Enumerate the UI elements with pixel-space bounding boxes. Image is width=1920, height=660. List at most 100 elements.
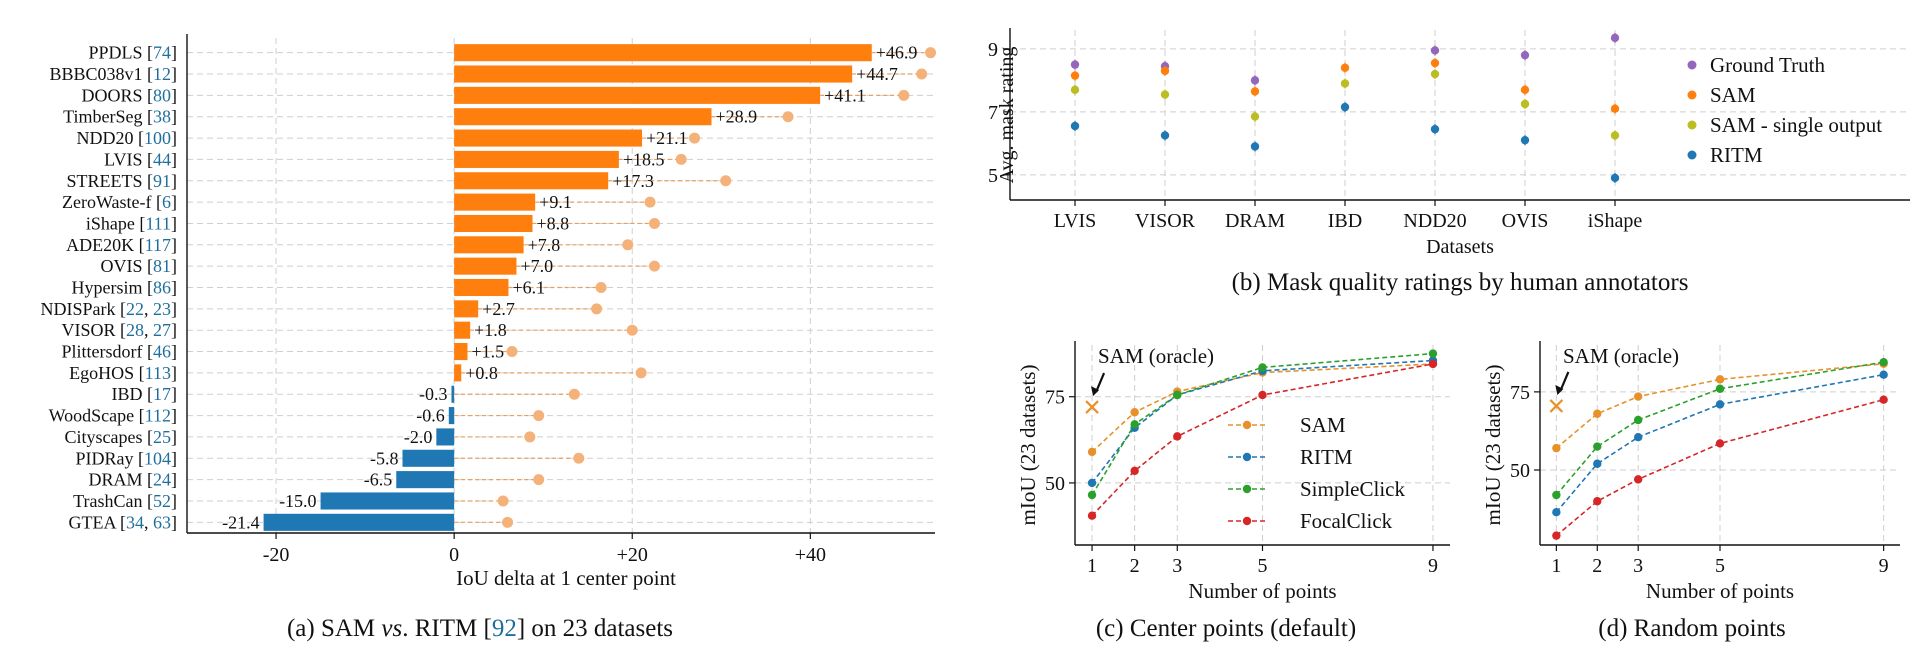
dataset-name: PPDLS [ (88, 43, 153, 63)
series-point-simpleclick (1130, 420, 1139, 429)
bracket: ] (171, 213, 177, 233)
dataset-name: PIDRay [ (76, 448, 145, 468)
point-ritm (1160, 131, 1170, 140)
bar-trashcan (320, 492, 455, 510)
row-label: NDISPark [22, 23] (41, 299, 178, 319)
point-ground-truth (1250, 76, 1260, 85)
series-point-ritm (1879, 370, 1888, 379)
bracket: ] (171, 64, 177, 84)
series-point-sam (1552, 443, 1561, 453)
bar-value-label: -15.0 (279, 491, 317, 511)
x-tick-label: IBD (1328, 210, 1362, 232)
bar-value-label: +41.1 (824, 85, 866, 105)
bracket: ] (171, 128, 177, 148)
bar-value-label: +7.8 (528, 235, 561, 255)
bar-ibd (451, 385, 455, 403)
bar-egohos (454, 364, 462, 382)
citation-ref: 12 (153, 64, 171, 84)
series-point-ritm (1633, 432, 1643, 442)
series-point-ritm (1593, 459, 1602, 468)
bar-doors (454, 86, 821, 104)
y-axis-title: mIoU (23 datasets) (1016, 365, 1040, 526)
bracket: ] (171, 342, 177, 362)
citation-ref: 74 (153, 43, 171, 63)
oracle-marker (1549, 399, 1564, 413)
dataset-name: BBBC038v1 [ (49, 64, 153, 84)
dataset-name: OVIS [ (101, 256, 154, 276)
x-tick-label: 3 (1633, 555, 1643, 577)
citation-ref: 113 (145, 363, 171, 383)
bar-dram (396, 471, 455, 489)
y-tick-label: 9 (988, 39, 998, 61)
point-ritm (1070, 121, 1080, 131)
series-point-sam (1593, 409, 1602, 418)
reference-marker (916, 68, 928, 80)
oracle-marker (1085, 400, 1099, 414)
bar-woodscape (448, 407, 455, 425)
caption-part: 92 (492, 615, 517, 642)
citation-separator: , (144, 320, 153, 340)
citation-ref: 46 (153, 342, 171, 362)
point-sam-single-output (1070, 85, 1080, 95)
legend-marker (1687, 150, 1697, 160)
panel-b: 5 7 9 LVIS VISOR DRAM IBD NDD20 OVIS iShape Datase… (988, 28, 1910, 296)
bar-value-label: +17.3 (612, 171, 654, 191)
oracle-label: SAM (oracle) (1098, 344, 1214, 368)
point-ritm (1610, 173, 1620, 183)
y-tick-label: 7 (988, 102, 998, 124)
panel-d: 50 75 1 2 3 5 9 SAM (oracle) Number of points mIo… (1481, 341, 1900, 642)
reference-marker (533, 474, 545, 486)
reference-marker (568, 388, 580, 400)
point-sam (1250, 87, 1260, 96)
bracket: ] (171, 512, 177, 532)
legend-marker (1687, 90, 1697, 100)
point-ground-truth (1070, 60, 1080, 69)
row-label: DRAM [24] (88, 470, 177, 490)
row-label: ZeroWaste-f [6] (62, 192, 177, 212)
point-sam-single-output (1250, 112, 1260, 121)
series-point-simpleclick (1552, 490, 1561, 500)
bracket: ] (171, 363, 177, 383)
bracket: ] (171, 235, 177, 255)
legend-marker (1242, 516, 1252, 526)
x-axis-title: Number of points (1646, 579, 1794, 603)
bracket: ] (171, 43, 177, 63)
point-sam (1160, 66, 1170, 76)
series-point-ritm (1552, 507, 1561, 517)
series-point-sam (1130, 408, 1139, 417)
reference-marker (591, 303, 603, 315)
dataset-name: Cityscapes [ (65, 427, 153, 447)
caption-part: vs (381, 615, 402, 642)
legend-label: SAM - single output (1710, 113, 1882, 137)
citation-ref: 28 (126, 320, 144, 340)
series-point-sam (1715, 375, 1725, 384)
bar-value-label: +21.1 (646, 128, 688, 148)
bar-value-label: -2.0 (404, 427, 433, 447)
series-point-focalclick (1552, 531, 1561, 540)
point-sam (1520, 85, 1530, 95)
series-point-simpleclick (1087, 490, 1097, 500)
caption-d: (d) Random points (1598, 615, 1786, 642)
bar-value-label: +6.1 (512, 278, 545, 298)
bracket: ] (171, 192, 177, 212)
bar-value-label: -5.8 (370, 448, 399, 468)
x-tick-label: 2 (1592, 555, 1602, 577)
panel-a: +46.9 PPDLS [74] +44.7 BBBC038v1 [12] +41.1 D… (41, 34, 937, 642)
series-point-focalclick (1633, 475, 1643, 484)
reference-marker (622, 239, 634, 251)
series-point-sam (1087, 447, 1097, 457)
series-point-ritm (1715, 400, 1725, 409)
x-tick-label: DRAM (1225, 210, 1285, 232)
bar-timberseg (454, 108, 712, 126)
y-axis-title: Avg. mask rating (996, 47, 1018, 184)
citation-ref: 25 (153, 427, 171, 447)
legend-marker (1242, 452, 1252, 462)
caption-a: (a) SAM vs. RITM [92] on 23 datasets (287, 615, 673, 642)
series-point-simpleclick (1879, 357, 1888, 367)
reference-marker (644, 196, 656, 208)
legend-marker (1687, 60, 1697, 70)
legend-marker (1242, 484, 1252, 494)
citation-ref: 86 (153, 278, 171, 298)
row-label: Hypersim [86] (72, 278, 177, 298)
bracket: ] (171, 256, 177, 276)
